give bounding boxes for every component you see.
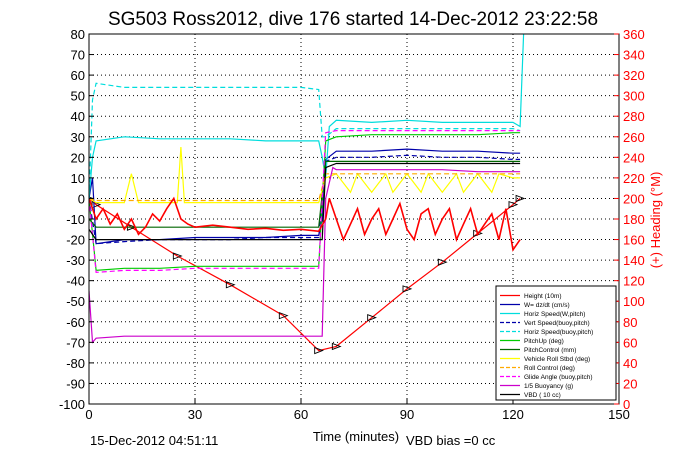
legend-entry: PitchUp (deg)	[524, 338, 564, 345]
series-marker	[508, 200, 519, 209]
legend-entry: Glide Angle (buoy,pitch)	[524, 374, 593, 381]
series-marker	[172, 252, 183, 260]
legend-entry: 1/5 Buoyancy (g)	[524, 383, 573, 390]
legend-entry: Vert Speed(buoy,pitch)	[524, 320, 590, 327]
y-tick-label: -10	[66, 212, 85, 227]
series-line-4	[89, 82, 521, 199]
series-line-12	[89, 196, 521, 252]
x-axis-label: Time (minutes)	[313, 429, 399, 444]
chart-title: SG503 Ross2012, dive 176 started 14-Dec-…	[108, 9, 598, 30]
series-line-8	[89, 173, 521, 202]
y-tick-label: 40	[71, 109, 85, 124]
series-line-9	[89, 130, 521, 274]
y-tick-label: 30	[71, 130, 85, 145]
legend-entry: VBD ( 10 cc)	[524, 392, 561, 399]
x-tick-label: 0	[85, 407, 92, 422]
series-line-2	[89, 34, 525, 199]
x-tick-label: 60	[294, 407, 308, 422]
y-right-tick-label: 200	[623, 191, 645, 206]
y-right-tick-label: 20	[623, 376, 637, 391]
y-right-tick-label: 260	[623, 130, 645, 145]
x-tick-label: 150	[608, 407, 630, 422]
legend-entry: Horiz Speed(W,pitch)	[524, 311, 585, 318]
y-tick-label: 0	[78, 191, 85, 206]
series-line-0	[89, 197, 521, 352]
y-tick-label: -40	[66, 274, 85, 289]
series-line-3	[89, 154, 521, 245]
y-tick-label: 80	[71, 27, 85, 42]
legend-entry: PitchControl (mm)	[524, 347, 576, 354]
y-tick-label: -50	[66, 294, 85, 309]
y-right-tick-label: 160	[623, 233, 645, 248]
y-tick-label: 50	[71, 89, 85, 104]
series-marker	[314, 346, 324, 355]
legend-entry: Height (10m)	[524, 293, 562, 300]
x-tick-label: 120	[502, 407, 524, 422]
series-line-7	[89, 147, 521, 204]
x-tick-label: 30	[188, 407, 202, 422]
y-right-tick-label: 300	[623, 89, 645, 104]
y-tick-label: 10	[71, 171, 85, 186]
y-right-tick-label: 80	[623, 315, 637, 330]
y-right-tick-label: 360	[623, 27, 645, 42]
y-right-tick-label: 240	[623, 150, 645, 165]
series-line-6	[89, 160, 521, 228]
y-tick-label: -20	[66, 233, 85, 248]
y-right-tick-label: 180	[623, 212, 645, 227]
y-right-tick-label: 40	[623, 356, 637, 371]
y-tick-label: -90	[66, 376, 85, 391]
plot-area: 0 30 60 90 120 15080706050403020100-10-20-30-…	[59, 27, 645, 422]
footer-vbd-bias: VBD bias =0 cc	[406, 433, 496, 448]
y-right-tick-label: 320	[623, 68, 645, 83]
y-tick-label: -80	[66, 356, 85, 371]
series-marker	[225, 281, 236, 289]
y-right-tick-label: 60	[623, 335, 637, 350]
series-marker	[278, 311, 289, 320]
legend-entry: Horiz Speed(buoy,pitch)	[524, 329, 593, 336]
series-marker	[515, 194, 526, 203]
y-right-tick-label: 140	[623, 253, 645, 268]
y-axis-right-label: (+) Heading (°M)	[648, 172, 663, 269]
series-line-11	[89, 162, 521, 241]
y-tick-label: 70	[71, 48, 85, 63]
y-tick-label: -100	[59, 397, 85, 412]
y-tick-label: 20	[71, 150, 85, 165]
series-line-10	[89, 166, 521, 344]
series-marker	[331, 342, 342, 351]
x-tick-label: 90	[400, 407, 414, 422]
y-tick-label: -30	[66, 253, 85, 268]
legend-entry: W= dz/dt (cm/s)	[524, 302, 570, 309]
y-right-tick-label: 100	[623, 294, 645, 309]
series-marker	[367, 314, 377, 322]
y-right-tick-label: 120	[623, 274, 645, 289]
series-group	[89, 34, 526, 355]
legend-entry: Vehicle Roll Stbd (deg)	[524, 356, 590, 363]
series-marker	[437, 258, 448, 266]
y-tick-label: -60	[66, 315, 85, 330]
y-tick-label: -70	[66, 335, 85, 350]
series-marker	[402, 285, 413, 293]
footer-timestamp: 15-Dec-2012 04:51:11	[90, 433, 218, 448]
y-right-tick-label: 220	[623, 171, 645, 186]
y-right-tick-label: 280	[623, 109, 645, 124]
y-right-tick-label: 340	[623, 48, 645, 63]
y-right-tick-label: 0	[623, 397, 630, 412]
y-tick-label: 60	[71, 68, 85, 83]
legend-entry: Roll Control (deg)	[524, 365, 575, 372]
